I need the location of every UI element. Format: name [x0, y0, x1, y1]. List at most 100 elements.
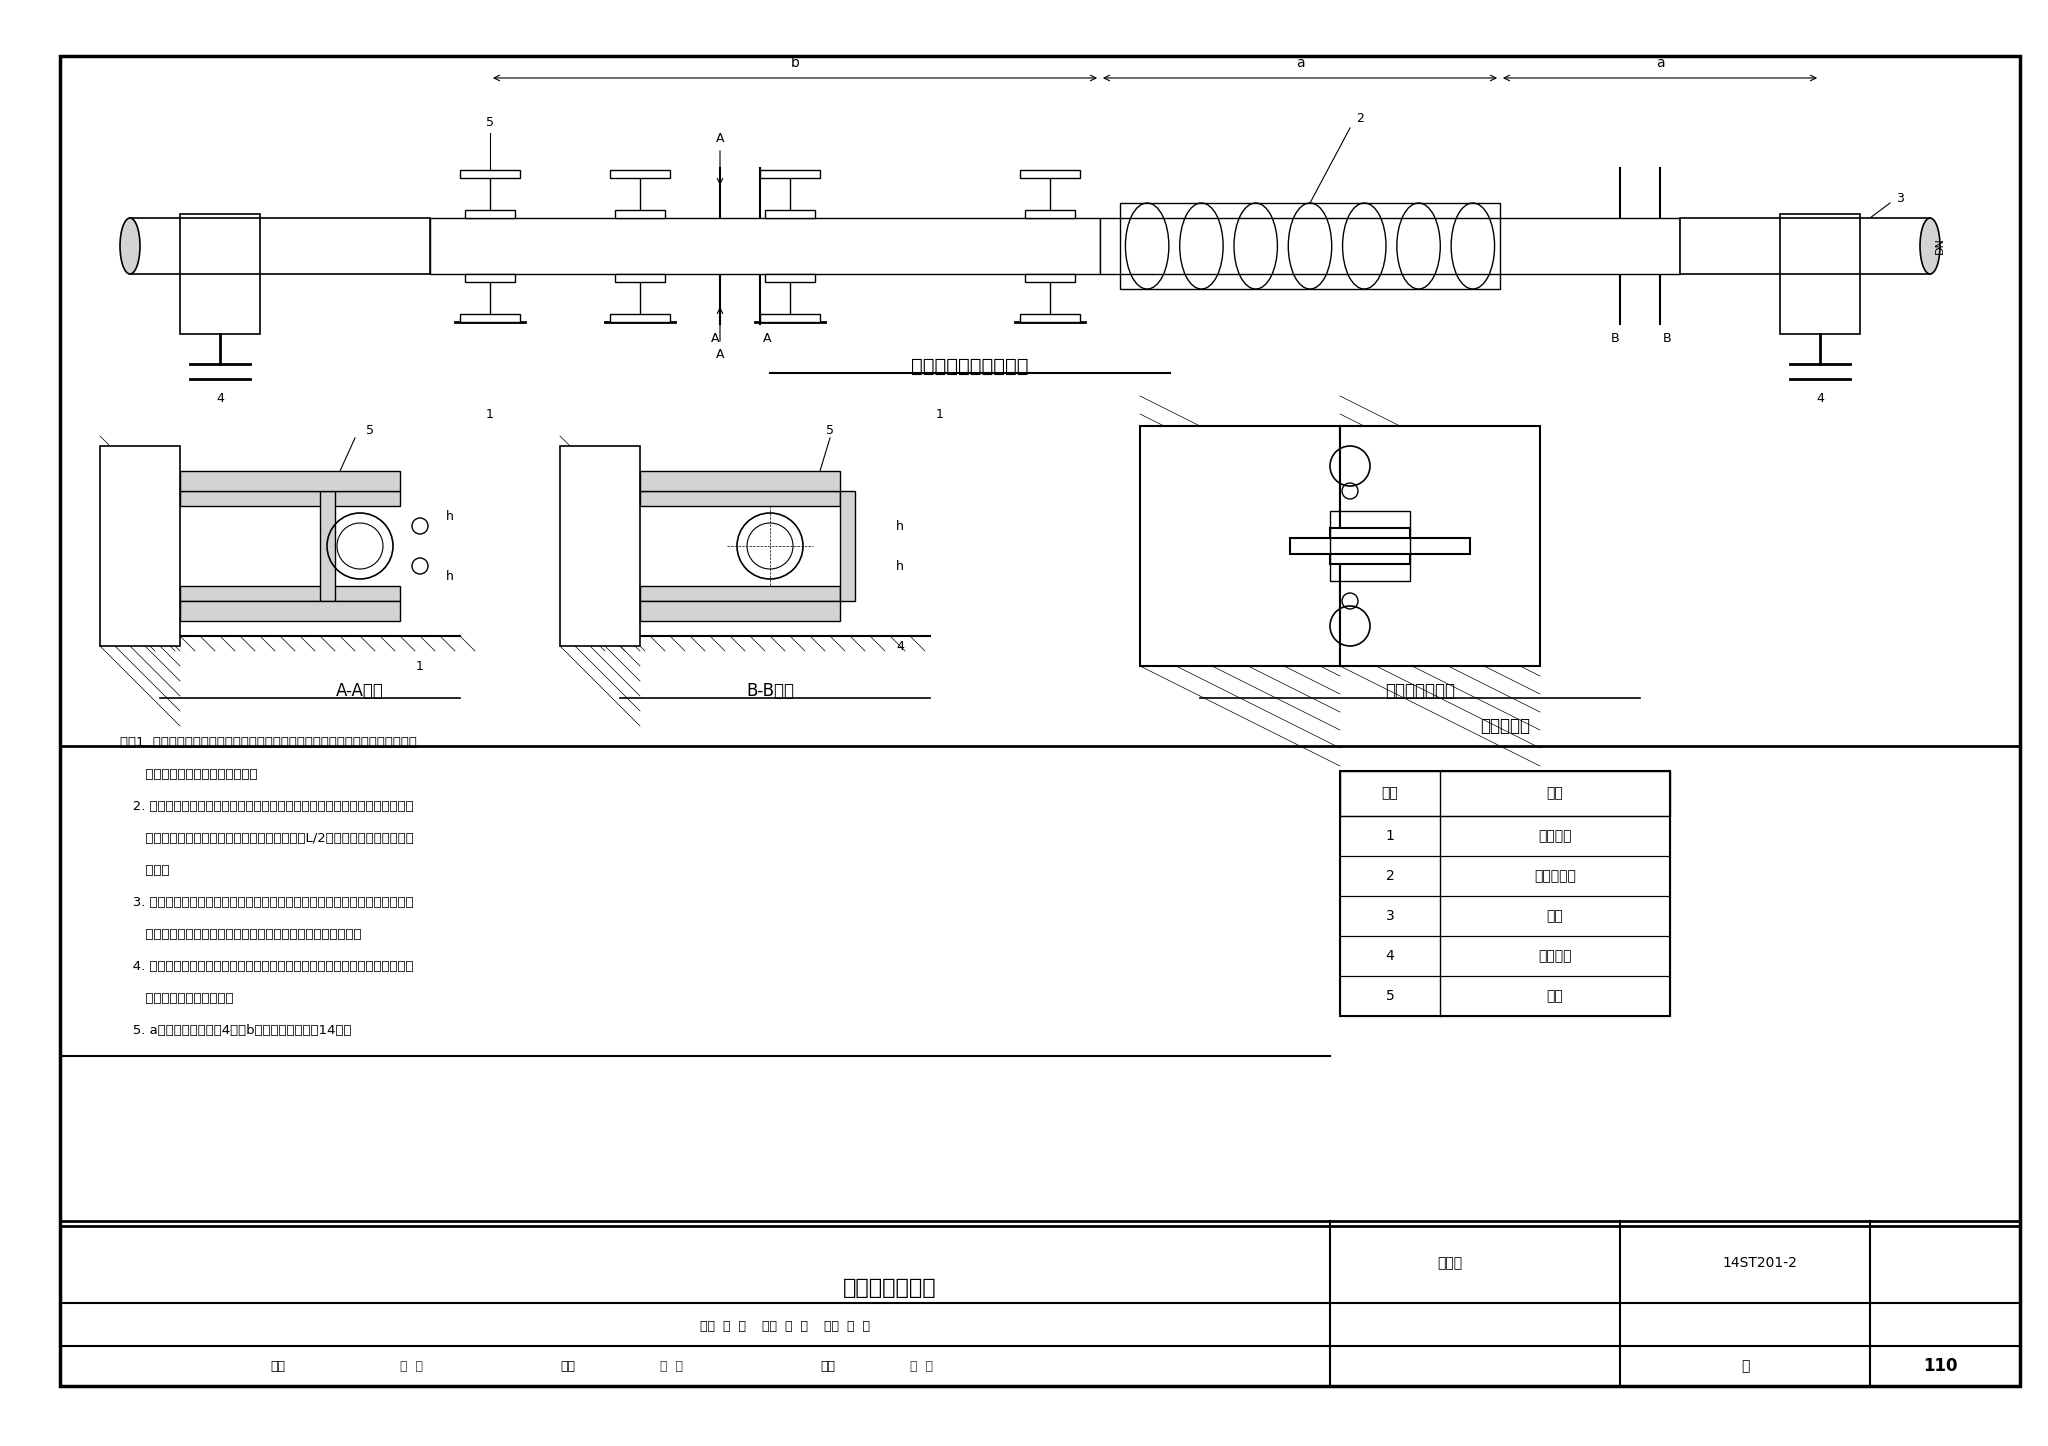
Bar: [180, 471, 399, 492]
Bar: [1339, 771, 1669, 816]
Text: 名称对照表: 名称对照表: [1481, 717, 1530, 735]
Text: B: B: [1610, 333, 1620, 346]
Text: b: b: [791, 56, 799, 69]
Text: 1: 1: [416, 659, 424, 672]
Ellipse shape: [121, 218, 139, 273]
Text: 审核: 审核: [270, 1359, 285, 1372]
Bar: [610, 314, 670, 322]
Bar: [59, 1220, 2019, 1387]
Bar: [840, 492, 854, 602]
Text: 页: 页: [1741, 1359, 1749, 1374]
Text: 4: 4: [1386, 949, 1395, 963]
Text: A: A: [715, 347, 725, 360]
Text: 4. 装有补偿器的管系，在固定支架、导向支架等按施工图设计要求安装完毕之: 4. 装有补偿器的管系，在固定支架、导向支架等按施工图设计要求安装完毕之: [121, 960, 414, 973]
Text: 审核  李  蕾    校对  周  静    设计  代  利: 审核 李 蕾 校对 周 静 设计 代 利: [700, 1320, 870, 1333]
Text: 5. a为管道公称直径的4倍，b为管道公称直径的14倍。: 5. a为管道公称直径的4倍，b为管道公称直径的14倍。: [121, 1024, 352, 1037]
Bar: [465, 273, 514, 282]
Bar: [1679, 218, 1929, 273]
Text: A: A: [762, 333, 772, 346]
Bar: [1024, 273, 1075, 282]
Bar: [614, 210, 666, 218]
Ellipse shape: [1921, 218, 1939, 273]
Text: 名称: 名称: [1546, 787, 1563, 801]
Text: 5: 5: [1386, 989, 1395, 1004]
Text: B: B: [1663, 333, 1671, 346]
Bar: [180, 602, 399, 620]
Text: 前，不得进行系统试压。: 前，不得进行系统试压。: [121, 992, 233, 1005]
Bar: [760, 314, 819, 322]
Text: 2. 安装时波纹补偿器均需预拉伸。当产品注明预拉伸量时，按产品的标明数值: 2. 安装时波纹补偿器均需预拉伸。当产品注明预拉伸量时，按产品的标明数值: [121, 800, 414, 813]
Text: A: A: [715, 132, 725, 145]
Text: 计算。: 计算。: [121, 865, 170, 878]
Text: 除波纹间异物，防止机械损伤。: 除波纹间异物，防止机械损伤。: [121, 768, 258, 781]
Bar: [1339, 936, 1669, 976]
Text: 4: 4: [215, 392, 223, 405]
Text: 5: 5: [367, 425, 375, 438]
Bar: [1024, 210, 1075, 218]
Bar: [1339, 427, 1540, 667]
Bar: [1141, 427, 1339, 667]
Bar: [766, 273, 815, 282]
Bar: [129, 218, 430, 273]
Text: DN: DN: [1935, 237, 1946, 254]
Text: A: A: [711, 333, 719, 346]
Bar: [760, 171, 819, 178]
Bar: [59, 746, 2019, 1387]
Text: 代  利: 代 利: [909, 1359, 934, 1372]
Text: 3: 3: [1386, 910, 1395, 923]
Text: h: h: [446, 509, 455, 522]
Text: 管卡: 管卡: [1546, 989, 1563, 1004]
Bar: [1339, 976, 1669, 1017]
Bar: [180, 586, 399, 602]
Bar: [319, 492, 336, 602]
Bar: [461, 314, 520, 322]
Text: 进行预拉伸；当产品未注明时，其拉预伸量为L/2，或按产品说明中的公式: 进行预拉伸；当产品未注明时，其拉预伸量为L/2，或按产品说明中的公式: [121, 831, 414, 844]
Text: 不得装反。严禁用补偿器变形的方法来调整管道的安装偏差。: 不得装反。严禁用补偿器变形的方法来调整管道的安装偏差。: [121, 928, 362, 941]
Bar: [1120, 202, 1499, 289]
Bar: [430, 218, 1100, 273]
Text: 设计: 设计: [819, 1359, 836, 1372]
Text: B-B剖面: B-B剖面: [745, 683, 795, 700]
Text: 注：1. 安装前应对补偿器外观进行认真检查，核对产品合格证及产品说明书，并清: 注：1. 安装前应对补偿器外观进行认真检查，核对产品合格证及产品说明书，并清: [121, 736, 418, 749]
Bar: [1100, 218, 1679, 273]
Text: 4: 4: [897, 639, 903, 652]
Bar: [614, 273, 666, 282]
Text: 110: 110: [1923, 1356, 1958, 1375]
Bar: [639, 492, 840, 506]
Text: A-A剖面: A-A剖面: [336, 683, 383, 700]
Bar: [1020, 314, 1079, 322]
Text: 波纹补偿器安装: 波纹补偿器安装: [844, 1278, 936, 1299]
Text: a: a: [1296, 56, 1305, 69]
Bar: [1329, 528, 1409, 564]
Bar: [1780, 214, 1860, 334]
Text: 固定支架仰视图: 固定支架仰视图: [1384, 683, 1454, 700]
Text: h: h: [446, 570, 455, 583]
Bar: [610, 171, 670, 178]
Bar: [1020, 171, 1079, 178]
Text: 周  静: 周 静: [659, 1359, 682, 1372]
Text: 2: 2: [1386, 869, 1395, 884]
Bar: [1339, 771, 1669, 1017]
Text: 5: 5: [485, 117, 494, 130]
Text: 图集号: 图集号: [1438, 1257, 1462, 1270]
Text: 编号: 编号: [1382, 787, 1399, 801]
Text: 管道: 管道: [1546, 910, 1563, 923]
Text: 固定支架: 固定支架: [1538, 949, 1571, 963]
Bar: [1329, 510, 1409, 581]
Text: 3: 3: [1896, 191, 1905, 204]
Text: 5: 5: [825, 425, 834, 438]
Bar: [639, 602, 840, 620]
Bar: [465, 210, 514, 218]
Bar: [639, 471, 840, 492]
Bar: [461, 171, 520, 178]
Text: 2: 2: [1356, 111, 1364, 124]
Bar: [559, 445, 639, 646]
Bar: [100, 445, 180, 646]
Text: 4: 4: [1817, 392, 1825, 405]
Text: 波纹补偿器: 波纹补偿器: [1534, 869, 1577, 884]
Text: 1: 1: [1386, 829, 1395, 843]
Bar: [1339, 897, 1669, 936]
Text: 3. 波纹补偿器安装方向：必须使补偿器内导流套筒与管内介质流动方向一致，: 3. 波纹补偿器安装方向：必须使补偿器内导流套筒与管内介质流动方向一致，: [121, 897, 414, 910]
Text: a: a: [1655, 56, 1665, 69]
Text: 14ST201-2: 14ST201-2: [1722, 1257, 1798, 1270]
